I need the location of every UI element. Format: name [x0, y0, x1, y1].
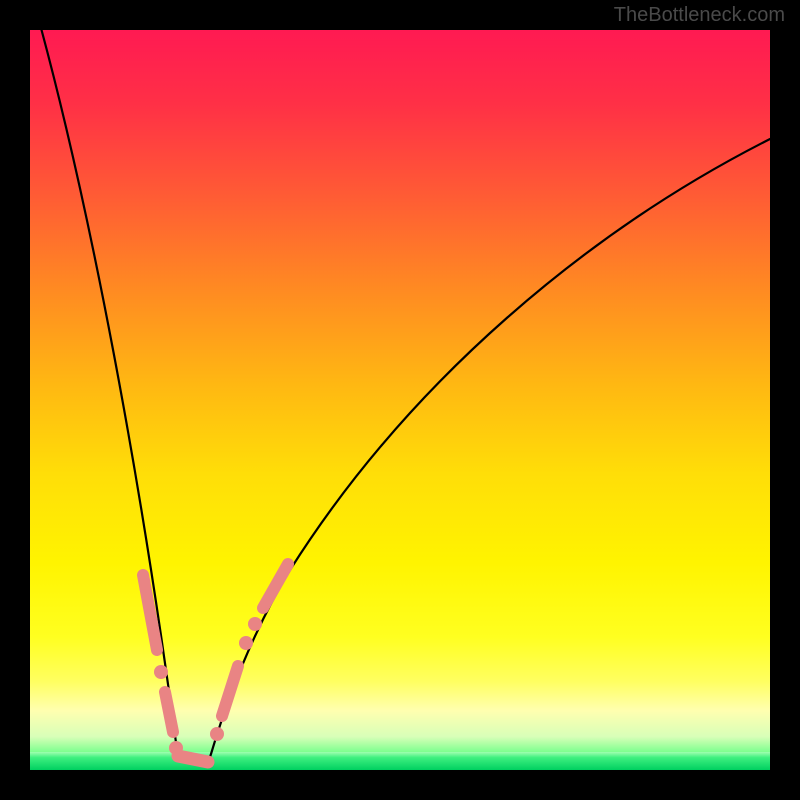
chart-marker-dot — [210, 727, 224, 741]
chart-marker-dot — [154, 665, 168, 679]
chart-marker-capsule — [222, 666, 238, 716]
chart-marker-dot — [239, 636, 253, 650]
chart-marker-capsule — [143, 575, 157, 650]
chart-marker-dot — [248, 617, 262, 631]
curve-right-branch — [202, 139, 770, 762]
curve-left-branch — [41, 28, 186, 762]
chart-marker-capsule — [165, 692, 173, 732]
watermark-text: TheBottleneck.com — [614, 4, 785, 27]
curve-layer — [30, 30, 770, 770]
plot-area — [30, 30, 770, 770]
chart-marker-capsule — [263, 564, 288, 608]
chart-marker-capsule — [178, 756, 208, 762]
